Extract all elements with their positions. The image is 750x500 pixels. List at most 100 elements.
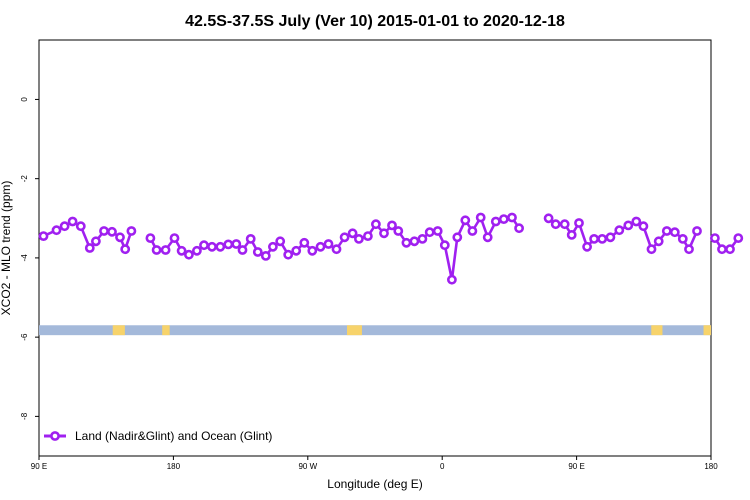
data-point-0-1-16 — [267, 241, 278, 252]
data-series — [38, 212, 744, 285]
data-point-0-1-35 — [417, 233, 428, 244]
data-point-0-1-10 — [223, 239, 234, 250]
data-point-0-1-4 — [176, 245, 187, 256]
data-point-0-1-20 — [299, 237, 310, 248]
data-point-0-1-1 — [151, 245, 162, 255]
data-point-0-1-9 — [215, 241, 226, 252]
data-point-0-1-42 — [467, 226, 478, 236]
data-point-0-1-25 — [339, 232, 350, 243]
data-point-0-2-9 — [614, 225, 625, 236]
data-point-0-2-18 — [684, 244, 694, 255]
x-tick-label-1: 180 — [167, 462, 181, 471]
data-point-0-1-27 — [353, 233, 364, 244]
land-patch-3 — [651, 325, 663, 336]
data-point-0-1-28 — [362, 231, 373, 241]
data-point-0-0-10 — [120, 244, 131, 255]
data-point-0-1-43 — [475, 212, 486, 223]
data-point-0-3-0 — [710, 233, 720, 243]
data-point-0-1-2 — [160, 245, 171, 255]
data-point-0-1-44 — [482, 232, 493, 243]
data-point-0-1-24 — [331, 244, 342, 255]
y-tick-label-1: -2 — [20, 175, 29, 183]
data-point-0-1-32 — [393, 226, 404, 236]
land-patch-1 — [162, 325, 170, 336]
data-point-0-0-2 — [59, 221, 70, 232]
data-point-0-1-37 — [432, 226, 443, 236]
data-point-0-2-14 — [653, 236, 664, 247]
land-mask-band — [39, 325, 711, 336]
data-point-0-1-12 — [237, 245, 248, 255]
data-point-0-1-36 — [424, 227, 435, 238]
data-point-0-2-3 — [566, 229, 577, 240]
x-tick-label-2: 90 W — [298, 462, 317, 471]
data-point-0-1-18 — [283, 249, 294, 260]
data-point-0-2-5 — [582, 241, 592, 252]
data-point-0-1-47 — [507, 212, 517, 223]
data-point-0-3-2 — [725, 244, 735, 255]
data-point-0-0-9 — [115, 232, 125, 243]
plot-frame — [38, 39, 712, 457]
data-point-0-1-21 — [307, 245, 318, 256]
legend-marker-swatch — [50, 431, 60, 441]
data-point-0-1-30 — [379, 228, 389, 239]
ocean-band — [39, 325, 711, 336]
data-point-0-1-34 — [409, 236, 420, 247]
x-axis: 90 E 180 90 W 0 90 E 180 — [31, 456, 718, 471]
data-point-0-1-23 — [323, 239, 334, 249]
data-point-0-1-0 — [145, 233, 156, 243]
y-tick-label-4: -8 — [20, 412, 29, 420]
data-point-0-1-19 — [291, 245, 302, 256]
legend: Land (Nadir&Glint) and Ocean (Glint) — [44, 429, 272, 443]
y-axis: 0 -2 -4 -6 -8 — [20, 97, 39, 420]
data-point-0-2-15 — [661, 226, 672, 236]
data-point-0-1-40 — [452, 232, 463, 243]
data-point-0-0-5 — [84, 243, 95, 253]
data-point-0-0-8 — [107, 226, 117, 237]
x-tick-label-3: 0 — [440, 462, 445, 471]
y-axis-label: XCO2 - MLO trend (ppm) — [0, 181, 13, 316]
y-tick-label-2: -4 — [20, 254, 29, 262]
data-point-0-2-1 — [550, 219, 561, 230]
x-tick-label-5: 180 — [704, 462, 718, 471]
data-point-0-1-39 — [446, 274, 457, 285]
data-point-0-1-5 — [183, 249, 194, 260]
x-axis-label: Longitude (deg E) — [327, 477, 422, 491]
data-point-0-2-12 — [638, 221, 649, 232]
data-point-0-1-46 — [498, 214, 509, 224]
data-point-0-0-0 — [38, 231, 49, 241]
data-point-0-1-33 — [401, 237, 412, 248]
land-patch-2 — [347, 325, 362, 336]
data-point-0-1-29 — [370, 219, 381, 230]
data-point-0-2-2 — [559, 219, 570, 230]
data-point-0-1-8 — [207, 241, 217, 252]
data-point-0-1-45 — [490, 216, 501, 227]
data-point-0-2-11 — [631, 216, 642, 227]
data-point-0-1-11 — [231, 239, 242, 249]
data-point-0-2-6 — [589, 233, 599, 244]
data-point-0-1-17 — [275, 236, 286, 247]
land-patch-4 — [703, 325, 711, 336]
data-point-0-1-38 — [439, 240, 450, 251]
data-point-0-0-3 — [67, 216, 78, 227]
data-point-0-1-6 — [191, 245, 202, 256]
y-tick-label-0: 0 — [20, 97, 29, 102]
data-point-0-0-7 — [99, 226, 109, 236]
data-point-0-2-10 — [623, 220, 634, 231]
data-point-0-2-7 — [597, 233, 608, 244]
data-point-0-0-11 — [126, 226, 137, 236]
land-patch-0 — [112, 325, 125, 336]
data-point-0-1-22 — [315, 241, 326, 252]
x-tick-label-0: 90 E — [31, 462, 47, 471]
chart-title: 42.5S-37.5S July (Ver 10) 2015-01-01 to … — [185, 13, 565, 30]
y-tick-label-3: -6 — [20, 333, 29, 341]
data-point-0-1-7 — [199, 240, 209, 251]
data-point-0-1-3 — [169, 233, 180, 243]
data-point-0-1-26 — [347, 228, 358, 239]
data-point-0-2-4 — [574, 218, 584, 228]
data-point-0-1-13 — [245, 233, 256, 244]
data-point-0-2-13 — [646, 244, 657, 255]
data-point-0-2-17 — [677, 233, 688, 244]
data-point-0-1-41 — [460, 215, 471, 226]
data-point-0-3-1 — [717, 244, 727, 255]
